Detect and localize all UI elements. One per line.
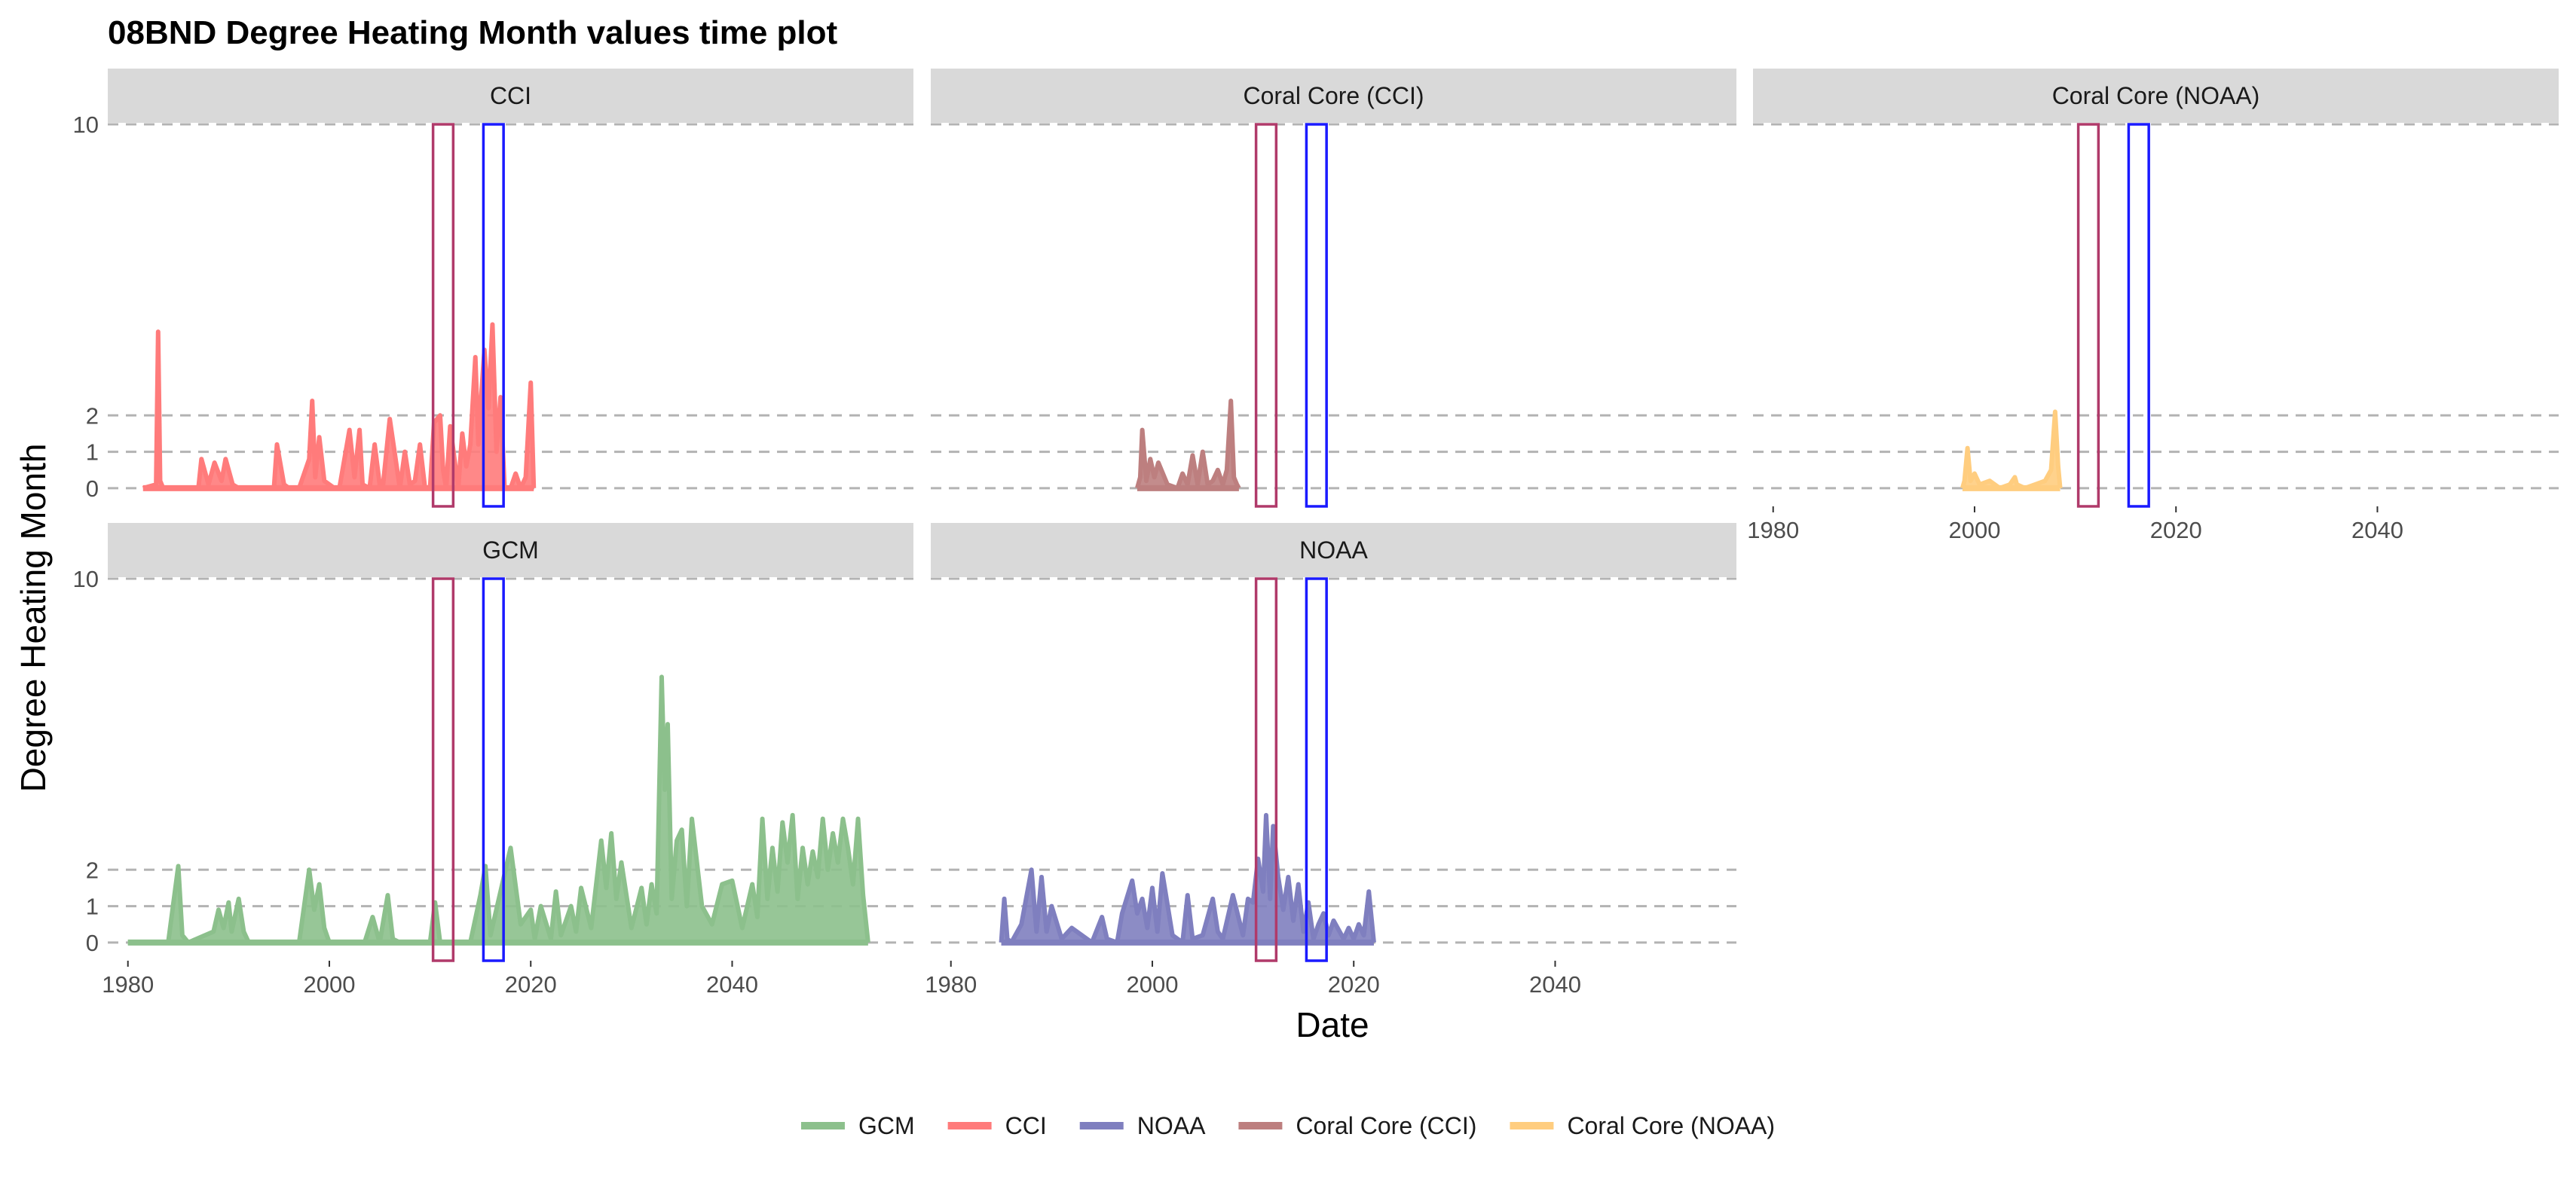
- legend-label: Coral Core (NOAA): [1567, 1112, 1775, 1139]
- facet-strip: [1753, 69, 2559, 123]
- legend-label: CCI: [1005, 1112, 1047, 1139]
- legend-item: NOAA: [1079, 1112, 1206, 1139]
- y-tick-label: 1: [86, 439, 99, 466]
- x-tick-label: 2020: [2150, 517, 2202, 543]
- facet-strip: [931, 69, 1736, 123]
- highlight-window: [431, 577, 455, 962]
- legend-label: GCM: [858, 1112, 915, 1139]
- y-tick-label: 0: [86, 930, 99, 956]
- facet-strip-label: CCI: [490, 82, 531, 109]
- y-tick-label: 10: [73, 566, 99, 592]
- y-tick-label: 1: [86, 894, 99, 920]
- facet-strip: [931, 523, 1736, 577]
- x-tick-label: 2040: [1529, 971, 1581, 998]
- legend-item: Coral Core (NOAA): [1510, 1112, 1775, 1139]
- x-tick-label: 2000: [1948, 517, 2000, 543]
- facet-strip-label: GCM: [482, 536, 539, 564]
- highlight-window: [1305, 123, 1328, 508]
- x-tick-label: 1980: [925, 971, 977, 998]
- y-tick-label: 10: [73, 112, 99, 138]
- series-line: [1135, 398, 1241, 491]
- x-tick-label: 2020: [505, 971, 557, 998]
- facet-panel: NOAA 1980 2000 2020 2040: [925, 523, 1736, 998]
- highlight-window: [1305, 577, 1328, 962]
- x-tick-label: 2000: [303, 971, 355, 998]
- facet-strip: [108, 523, 913, 577]
- x-tick-label: 2020: [1328, 971, 1380, 998]
- y-tick-label: 2: [86, 402, 99, 429]
- series-line: [127, 674, 870, 945]
- highlight-window: [2076, 123, 2100, 508]
- facet-panel: Coral Core (NOAA) 1980 2000 2020 2040: [1747, 69, 2559, 543]
- legend-label: Coral Core (CCI): [1296, 1112, 1476, 1139]
- x-tick-label: 2000: [1126, 971, 1178, 998]
- facet-strip-label: NOAA: [1299, 536, 1368, 564]
- y-tick-label: 0: [86, 475, 99, 502]
- x-tick-label: 2040: [706, 971, 758, 998]
- facet-panel: GCM 0 1 2 10 1980 2000 2020 2040: [73, 523, 913, 998]
- chart-title: 08BND Degree Heating Month values time p…: [108, 14, 838, 51]
- highlight-window: [2127, 123, 2150, 508]
- highlight-window: [1254, 123, 1278, 508]
- facet-panel: CCI 0 1 2 10: [73, 69, 913, 508]
- x-tick-label: 1980: [1747, 517, 1799, 543]
- legend-item: GCM: [800, 1112, 915, 1139]
- legend-label: NOAA: [1137, 1112, 1206, 1139]
- series-line: [999, 812, 1376, 945]
- x-tick-label: 2040: [2351, 517, 2403, 543]
- facet-strip-label: Coral Core (NOAA): [2052, 82, 2260, 109]
- series-area: [1001, 815, 1374, 943]
- highlight-window: [1254, 577, 1278, 962]
- facet-strip-label: Coral Core (CCI): [1243, 82, 1424, 109]
- y-axis-title: Degree Heating Month: [14, 444, 53, 793]
- highlight-window: [482, 577, 505, 962]
- legend-item: CCI: [947, 1112, 1047, 1139]
- series-line: [1960, 409, 2063, 491]
- series-area: [142, 324, 534, 488]
- x-tick-label: 1980: [102, 971, 154, 998]
- y-tick-label: 2: [86, 857, 99, 883]
- legend: GCM CCI NOAA Coral Core (CCI) Coral Core (NO…: [800, 1112, 1775, 1139]
- x-axis-title: Date: [1296, 1005, 1369, 1044]
- facet-strip: [108, 69, 913, 123]
- legend-item: Coral Core (CCI): [1238, 1112, 1476, 1139]
- highlight-window: [482, 123, 505, 508]
- facet-panel: Coral Core (CCI): [931, 69, 1736, 508]
- highlight-window: [431, 123, 455, 508]
